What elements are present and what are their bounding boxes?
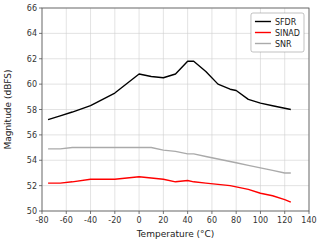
x-tick — [42, 211, 43, 214]
y-tick-label: 56 — [27, 131, 37, 140]
series-line — [48, 177, 291, 202]
x-tick-label: 100 — [253, 216, 268, 225]
y-tick-label: 66 — [27, 4, 37, 13]
x-tick-label: 120 — [277, 216, 292, 225]
x-tick-label: 40 — [183, 216, 193, 225]
y-tick — [39, 134, 42, 135]
legend-label: SFDR — [275, 18, 297, 27]
legend-swatch — [255, 21, 271, 22]
x-tick — [90, 211, 91, 214]
legend-swatch — [255, 32, 271, 33]
x-tick-label: 80 — [231, 216, 241, 225]
y-tick — [39, 109, 42, 110]
background — [0, 0, 319, 243]
y-tick-label: 58 — [27, 106, 37, 115]
x-tick — [139, 211, 140, 214]
y-axis-label: Magnitude (dBFS) — [3, 69, 13, 149]
y-grid-line — [42, 134, 309, 135]
y-tick — [39, 160, 42, 161]
y-tick-label: 60 — [27, 80, 37, 89]
x-tick-label: -40 — [84, 216, 97, 225]
chart: -80 -60 -40 -20 0 20 40 60 80 100 120 140 50 52 54 56 58… — [0, 0, 319, 243]
x-tick — [284, 211, 285, 214]
y-tick — [39, 33, 42, 34]
y-tick-label: 64 — [27, 29, 37, 38]
x-tick — [260, 211, 261, 214]
legend-swatch — [255, 43, 271, 44]
x-tick-label: -60 — [60, 216, 73, 225]
x-tick-label: 140 — [301, 216, 316, 225]
x-axis-label: Temperature (°C) — [136, 229, 215, 239]
x-tick-label: -20 — [108, 216, 121, 225]
x-tick — [66, 211, 67, 214]
x-tick-label: -80 — [35, 216, 48, 225]
x-tick — [309, 211, 310, 214]
y-grid-line — [42, 58, 309, 59]
plot-frame — [42, 8, 309, 211]
y-grid-line — [42, 160, 309, 161]
y-tick — [39, 84, 42, 85]
y-tick-label: 50 — [27, 207, 37, 216]
x-tick — [187, 211, 188, 214]
grid — [42, 8, 309, 211]
x-tick-label: 60 — [207, 216, 217, 225]
y-tick-label: 52 — [27, 182, 37, 191]
y-grid-line — [42, 185, 309, 186]
x-tick-label: 20 — [158, 216, 168, 225]
legend-label: SNR — [275, 40, 292, 49]
x-tick-label: 0 — [137, 216, 142, 225]
x-tick — [211, 211, 212, 214]
y-tick-label: 54 — [27, 156, 37, 165]
x-tick — [114, 211, 115, 214]
y-tick-label: 62 — [27, 55, 37, 64]
series — [48, 61, 291, 202]
y-tick — [39, 8, 42, 9]
series-line — [48, 61, 291, 119]
legend: SFDR SINAD SNR — [251, 13, 304, 52]
series-line — [48, 148, 291, 173]
x-tick — [236, 211, 237, 214]
y-tick — [39, 185, 42, 186]
legend-label: SINAD — [275, 29, 300, 38]
y-tick — [39, 58, 42, 59]
x-tick — [163, 211, 164, 214]
axes: -80 -60 -40 -20 0 20 40 60 80 100 120 140 50 52 54 56 58… — [27, 4, 317, 225]
legend-box — [251, 13, 304, 52]
y-grid-line — [42, 84, 309, 85]
y-tick — [39, 211, 42, 212]
